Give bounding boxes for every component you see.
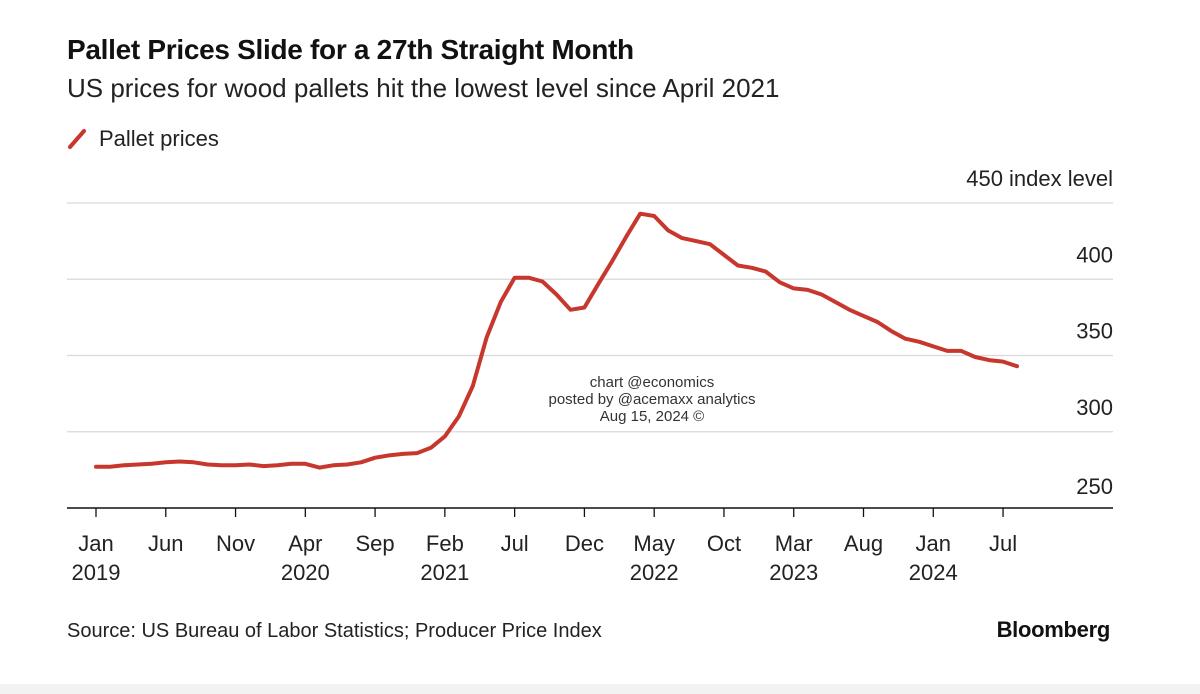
line-chart: 250 300 350 400 450 index level Jan 2019 Jun No… — [67, 166, 1113, 585]
x-tick-label: Sep — [356, 531, 395, 556]
watermark-line-1: chart @economics — [589, 374, 715, 391]
series-layer — [94, 211, 1019, 470]
x-tick-label: Jun — [148, 531, 183, 556]
y-tick-label-top: 450 index level — [966, 166, 1113, 191]
x-tick-label: Oct — [707, 531, 741, 556]
x-tick-label: Feb — [426, 531, 464, 556]
y-tick-label: 300 — [1076, 395, 1113, 420]
x-tick-label: Nov — [216, 531, 255, 556]
x-tick-label: Mar — [775, 531, 813, 556]
source-note: Source: US Bureau of Labor Statistics; P… — [67, 620, 602, 642]
gridlines — [67, 202, 1113, 509]
x-tick-label: Jul — [989, 531, 1017, 556]
watermark: chart @economics posted by @acemaxx anal… — [549, 374, 756, 425]
watermark-line-3: Aug 15, 2024 © — [599, 408, 705, 425]
x-tick-year-label: 2019 — [72, 560, 121, 585]
x-tick-year-label: 2022 — [630, 560, 679, 585]
x-tick-year-label: 2021 — [420, 560, 469, 585]
legend-swatch-pallet-prices — [68, 129, 86, 149]
legend-label-pallet-prices: Pallet prices — [99, 126, 219, 151]
x-tick-year-label: 2020 — [281, 560, 330, 585]
x-tick-label: Jul — [501, 531, 529, 556]
chart-subtitle: US prices for wood pallets hit the lowes… — [67, 73, 780, 103]
y-tick-label: 350 — [1076, 319, 1113, 344]
y-tick-label: 250 — [1076, 474, 1113, 499]
bloomberg-logo: Bloomberg — [996, 617, 1111, 642]
x-axis: Jan 2019 Jun Nov Apr 2020 Sep Feb 2021 Jul Dec May 2… — [72, 508, 1017, 585]
legend: Pallet prices — [67, 126, 219, 152]
legend-swatch-line — [68, 129, 86, 149]
bottom-strip — [0, 684, 1200, 694]
chart-title: Pallet Prices Slide for a 27th Straight … — [67, 34, 634, 65]
y-tick-label: 400 — [1076, 242, 1113, 267]
series-line-pallet-prices — [94, 211, 1019, 470]
x-tick-year-label: 2023 — [769, 560, 818, 585]
x-tick-year-label: 2024 — [909, 560, 958, 585]
x-tick-label: Dec — [565, 531, 604, 556]
watermark-line-2: posted by @acemaxx analytics — [548, 391, 756, 408]
x-tick-label: Aug — [844, 531, 883, 556]
x-tick-label: Apr — [288, 531, 322, 556]
x-tick-label: May — [633, 531, 675, 556]
x-tick-label: Jan — [916, 531, 951, 556]
x-tick-label: Jan — [78, 531, 113, 556]
y-axis: 250 300 350 400 450 index level — [966, 166, 1113, 499]
